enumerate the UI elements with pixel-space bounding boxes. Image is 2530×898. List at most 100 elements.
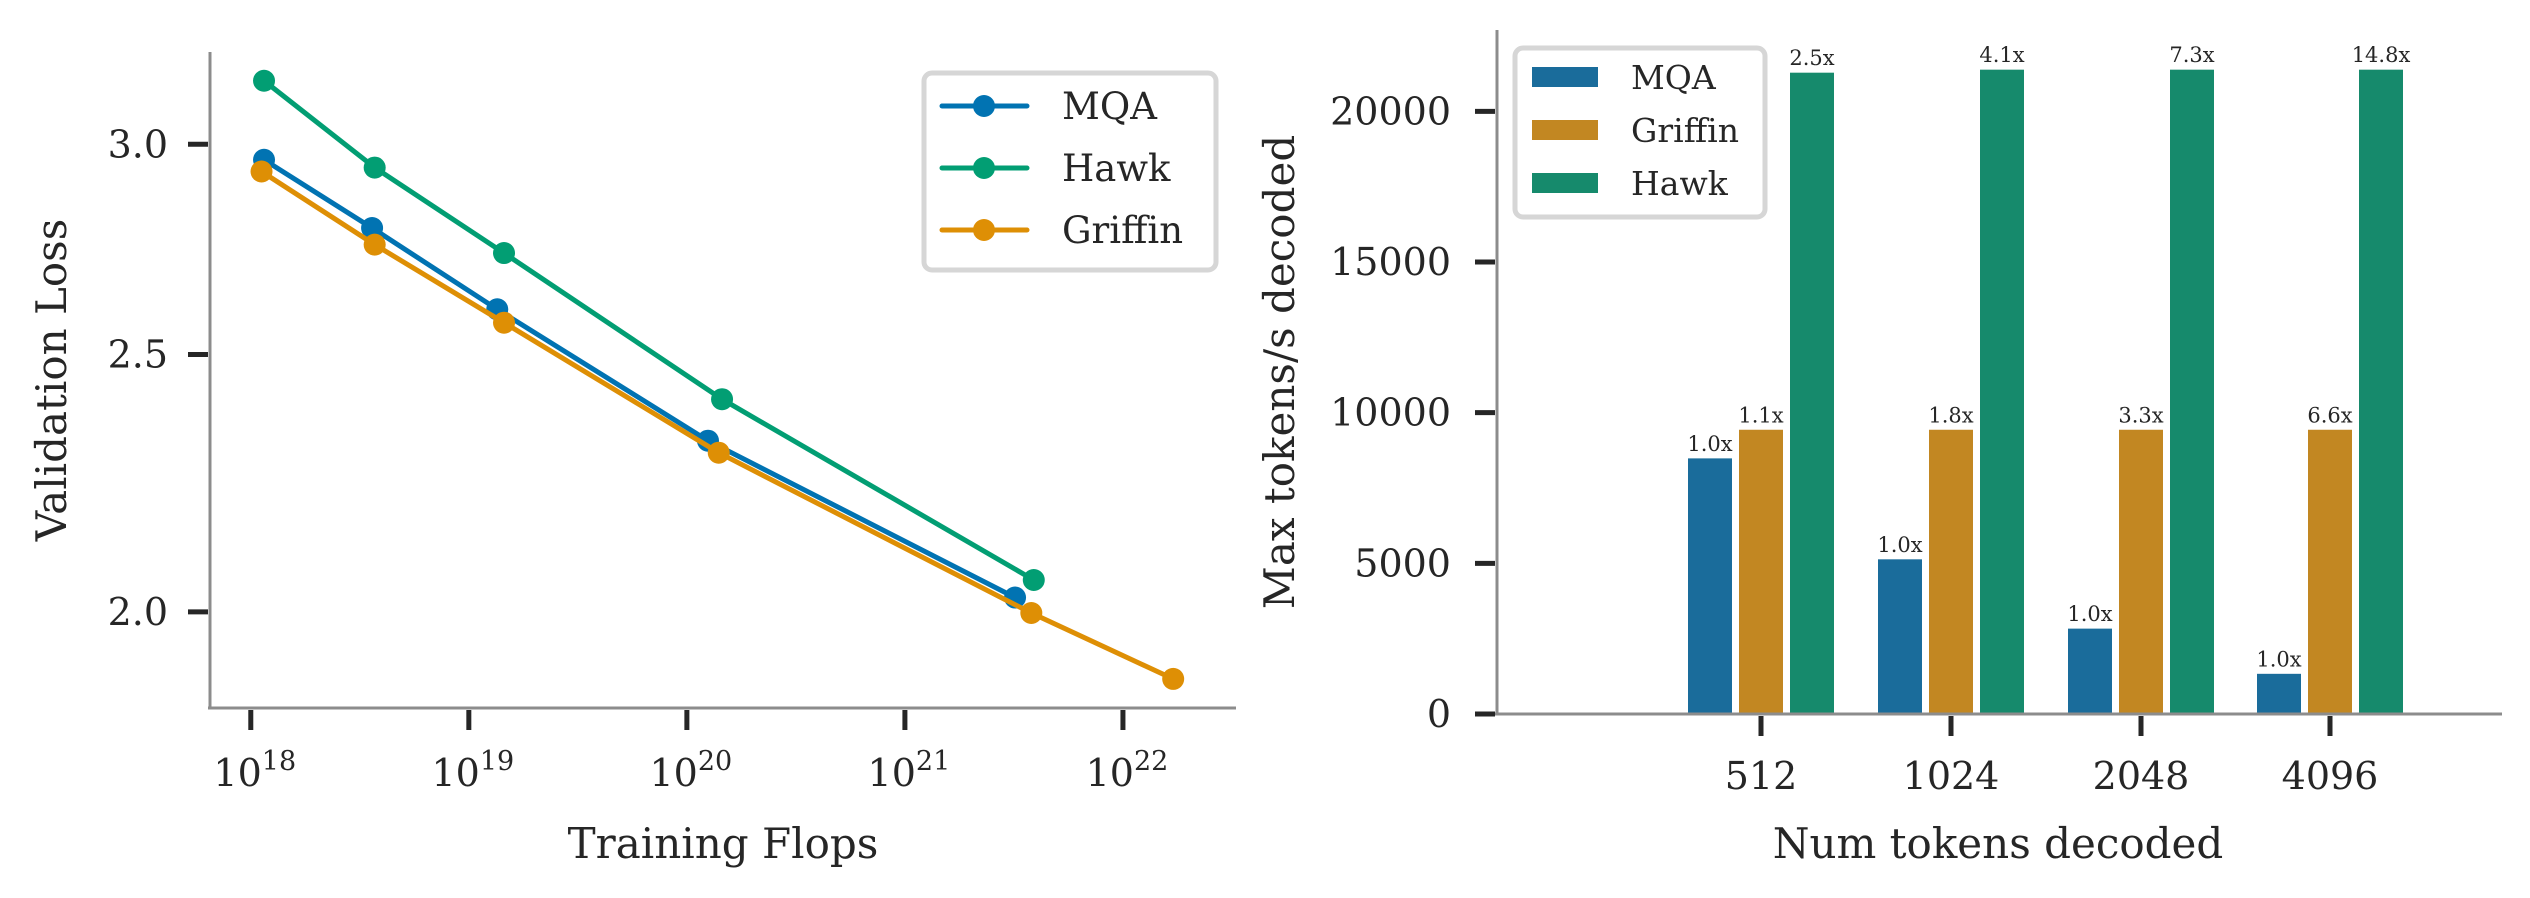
legend-item-hawk: Hawk <box>939 147 1171 190</box>
x-tick-label-1e18: 1018 <box>213 746 296 795</box>
legend-item-mqa: MQA <box>939 85 1158 128</box>
legend-color-swatch <box>1532 67 1598 87</box>
bar-label-hawk-4096: 14.8x <box>2352 43 2411 67</box>
data-point-hawk-4 <box>1022 569 1045 592</box>
tick-base: 10 <box>1086 751 1134 795</box>
bar-label-hawk-512: 2.5x <box>1789 46 1834 70</box>
bar-label-mqa-2048: 1.0x <box>2067 602 2112 626</box>
x-tick-label-1e19: 1019 <box>431 746 514 795</box>
x-tick-label-1024: 1024 <box>1903 754 2000 798</box>
data-point-hawk-0 <box>253 69 276 92</box>
legend-item-mqa: MQA <box>1532 58 1717 97</box>
legend-item-griffin: Griffin <box>939 209 1183 252</box>
y-tick-label-2-0: 2.0 <box>108 590 168 634</box>
bar-hawk-512 <box>1789 71 1835 715</box>
bar-series-griffin: 1.1x 1.8x 3.3x 6.6x <box>1738 403 2353 715</box>
data-point-hawk-2 <box>493 242 516 265</box>
data-point-mqa-1 <box>361 216 384 239</box>
bar-griffin-4096 <box>2307 428 2353 715</box>
bar-group: 1.0x1.0x1.0x1.0x1.1x 1.8x 3.3x 6.6x2.5x 4.1x… <box>1687 43 2411 715</box>
bar-label-mqa-512: 1.0x <box>1687 432 1732 456</box>
left-legend-frame <box>921 70 1219 273</box>
data-point-griffin-2 <box>493 311 516 334</box>
bar-label-mqa-1024: 1.0x <box>1877 533 1922 557</box>
bar-series-hawk: 2.5x 4.1x 7.3x 14.8x <box>1789 43 2411 715</box>
bar-label-hawk-1024: 4.1x <box>1979 43 2024 67</box>
y-tick-label-5000: 5000 <box>1354 541 1451 585</box>
legend-item-griffin: Griffin <box>1532 111 1739 150</box>
data-point-griffin-5 <box>1162 667 1185 690</box>
right-legend: MQA Griffin Hawk <box>1512 45 1768 220</box>
y-tick-label-0: 0 <box>1427 692 1451 736</box>
legend-label: MQA <box>1062 85 1158 128</box>
series-line-hawk <box>262 78 1036 583</box>
legend-item-hawk: Hawk <box>1532 164 1729 203</box>
left-y-axis-label: Validation Loss <box>27 219 76 543</box>
bar-label-griffin-512: 1.1x <box>1738 403 1783 427</box>
x-tick-label-4096: 4096 <box>2282 754 2379 798</box>
series-hawk <box>253 69 1045 592</box>
y-tick-label-3-0: 3.0 <box>108 122 168 166</box>
right-x-axis-label: Num tokens decoded <box>1773 819 2224 868</box>
legend-label: Griffin <box>1062 209 1183 252</box>
throughput-bar-chart: 1.0x1.0x1.0x1.0x1.1x 1.8x 3.3x 6.6x2.5x 4.1x… <box>1255 30 2502 868</box>
legend-label: Griffin <box>1631 111 1739 150</box>
bar-label-griffin-4096: 6.6x <box>2307 403 2352 427</box>
data-point-hawk-3 <box>711 388 734 411</box>
x-tick-label-1e22: 1022 <box>1086 746 1169 795</box>
bar-mqa-2048 <box>2067 627 2113 715</box>
legend-label: Hawk <box>1062 147 1171 190</box>
bar-griffin-512 <box>1738 428 1784 715</box>
y-tick-label-2-5: 2.5 <box>108 333 168 377</box>
series-mqa <box>253 148 1027 609</box>
left-y-ticks: 2.0 2.5 3.0 <box>108 122 208 634</box>
bar-label-mqa-4096: 1.0x <box>2256 647 2301 671</box>
legend-label: MQA <box>1631 58 1717 97</box>
left-x-axis-label: Training Flops <box>568 819 879 868</box>
data-point-griffin-4 <box>1020 602 1043 625</box>
bar-mqa-1024 <box>1877 558 1923 715</box>
tick-base: 10 <box>431 751 479 795</box>
loss-vs-flops-chart: 2.02.53.0 1018 1019 1020 1021 1022 Training … <box>27 52 1236 868</box>
tick-exponent: 20 <box>698 746 732 777</box>
bar-griffin-1024 <box>1928 428 1974 715</box>
line-series-group <box>250 69 1185 690</box>
y-tick-label-15000: 15000 <box>1330 240 1451 284</box>
x-tick-label-512: 512 <box>1725 754 1798 798</box>
y-tick-label-20000: 20000 <box>1330 89 1451 133</box>
series-griffin <box>250 160 1185 690</box>
legend-label: Hawk <box>1631 164 1729 203</box>
legend-color-swatch <box>1532 120 1598 140</box>
bar-label-hawk-2048: 7.3x <box>2169 43 2214 67</box>
bar-label-griffin-1024: 1.8x <box>1928 403 1973 427</box>
data-point-griffin-0 <box>250 160 273 183</box>
bar-griffin-2048 <box>2118 428 2164 715</box>
tick-exponent: 22 <box>1134 746 1168 777</box>
tick-exponent: 19 <box>480 746 514 777</box>
data-point-hawk-1 <box>363 156 386 179</box>
tick-base: 10 <box>650 751 698 795</box>
tick-exponent: 18 <box>262 746 296 777</box>
right-y-ticks: 0 5000 10000 15000 20000 <box>1330 89 1495 736</box>
tick-exponent: 21 <box>916 746 950 777</box>
left-x-ticks: 1018 1019 1020 1021 1022 <box>213 710 1168 795</box>
bar-label-griffin-2048: 3.3x <box>2118 403 2163 427</box>
bar-hawk-4096 <box>2358 68 2404 715</box>
x-tick-label-1e21: 1021 <box>868 746 951 795</box>
legend-color-swatch <box>1532 173 1598 193</box>
right-y-axis-label: Max tokens/s decoded <box>1255 135 1304 609</box>
bar-mqa-512 <box>1687 457 1733 715</box>
right-x-ticks: 512 1024 2048 4096 <box>1725 716 2379 798</box>
x-tick-label-1e20: 1020 <box>650 746 733 795</box>
series-line-griffin <box>260 169 1175 682</box>
data-point-griffin-1 <box>363 233 386 256</box>
bar-hawk-1024 <box>1979 68 2025 715</box>
legend-marker <box>973 95 995 117</box>
tick-base: 10 <box>868 751 916 795</box>
y-tick-label-10000: 10000 <box>1330 391 1451 435</box>
bar-series-mqa: 1.0x 1.0x 1.0x 1.0x <box>1687 432 2302 715</box>
legend-marker <box>973 219 995 241</box>
legend-marker <box>973 157 995 179</box>
tick-base: 10 <box>213 751 261 795</box>
